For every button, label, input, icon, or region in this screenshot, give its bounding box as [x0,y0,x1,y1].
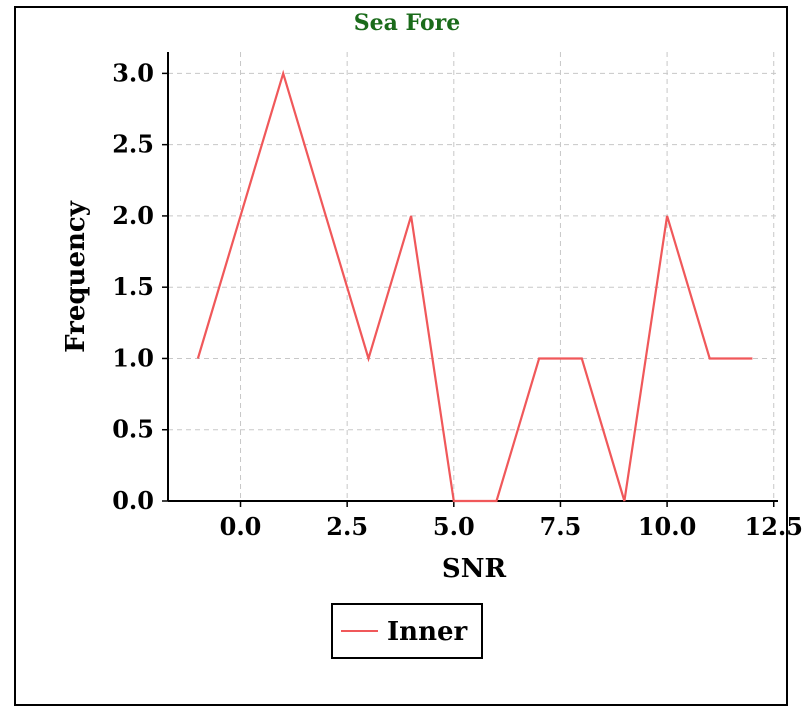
x-tick-label: 5.0 [433,512,475,541]
y-tick-labels: 0.0 0.5 1.0 1.5 2.0 2.5 3.0 [112,58,154,515]
x-tick-label: 10.0 [638,512,696,541]
x-tick-label: 12.5 [745,512,803,541]
y-tick-label: 2.0 [112,201,154,230]
x-tick-label: 0.0 [220,512,262,541]
y-tick-label: 3.0 [112,58,154,87]
chart-title: Sea Fore [354,10,460,36]
x-axis-label: SNR [442,554,507,584]
legend: Inner [332,604,482,658]
y-tick-label: 2.5 [112,130,154,159]
x-tick-label: 7.5 [540,512,582,541]
line-chart: Sea Fore 0.0 0.5 1.0 1.5 2.0 2.5 3.0 0.0 2.5 5.0… [0,0,803,660]
x-tick-labels: 0.0 2.5 5.0 7.5 10.0 12.5 [220,512,803,541]
y-tick-label: 0.0 [112,486,154,515]
legend-label-inner: Inner [387,617,468,647]
y-tick-label: 1.5 [112,272,154,301]
y-tick-label: 0.5 [112,415,154,444]
x-tick-label: 2.5 [326,512,368,541]
grid [168,52,778,501]
y-axis-label: Frequency [61,200,91,353]
y-tick-label: 1.0 [112,343,154,372]
